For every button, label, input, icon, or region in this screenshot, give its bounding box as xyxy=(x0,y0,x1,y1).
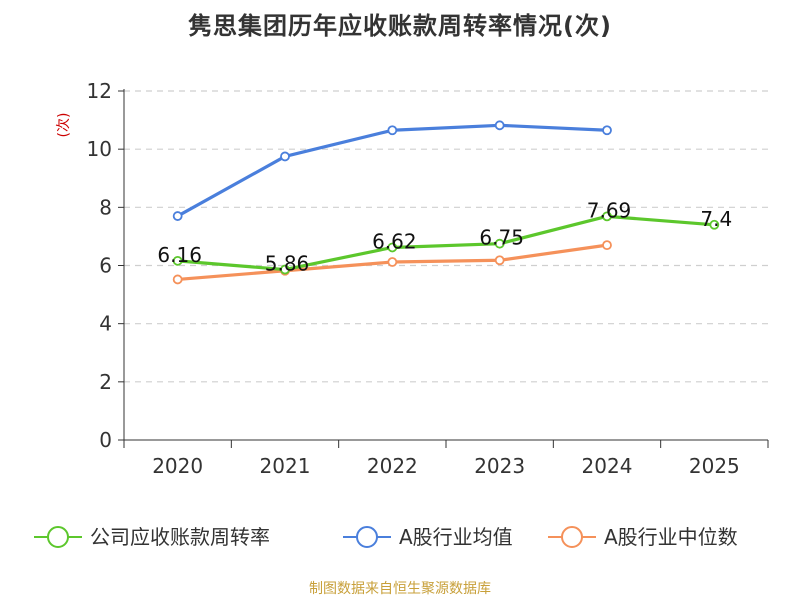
data-label-2022: 6.62 xyxy=(372,229,417,253)
y-tick-label: 10 xyxy=(87,137,112,161)
data-label-2021: 5.86 xyxy=(265,252,310,276)
series-1-point-2024 xyxy=(602,125,612,136)
legend-label: 公司应收账款周转率 xyxy=(90,525,270,549)
series-2-point-2022 xyxy=(387,257,398,267)
x-tick-label-2024: 2024 xyxy=(582,454,633,478)
series-0-point-2022 xyxy=(387,242,398,253)
legend-item-1: A股行业均值 xyxy=(343,525,513,549)
series-2-point-2023 xyxy=(494,255,505,266)
series-line-1 xyxy=(176,123,609,218)
gridlines xyxy=(124,90,768,383)
x-tick-label-2022: 2022 xyxy=(367,454,418,478)
chart-title: 隽思集团历年应收账款周转率情况(次) xyxy=(188,12,612,40)
data-label-2025: 7.4 xyxy=(700,207,732,231)
legend-item-0: 公司应收账款周转率 xyxy=(34,525,270,549)
x-tick-label-2025: 2025 xyxy=(689,454,740,478)
legend-marker xyxy=(561,526,583,548)
y-tick-label: 6 xyxy=(99,254,112,278)
legend-marker xyxy=(47,526,69,548)
data-labels: 6.16 5.86 6.62 6.75 7.69 7.4 xyxy=(157,198,732,275)
series-0-point-2023 xyxy=(494,238,505,249)
y-tick-label: 4 xyxy=(99,312,112,336)
y-axis-unit-label: (次) xyxy=(56,113,72,138)
series-line-0 xyxy=(176,214,716,272)
legend-marker xyxy=(356,526,378,548)
legend-label: A股行业中位数 xyxy=(604,525,738,549)
legend-item-2: A股行业中位数 xyxy=(548,525,738,549)
series-0-point-2024 xyxy=(602,211,612,222)
data-label-2020: 6.16 xyxy=(157,243,202,267)
series-2-point-2024 xyxy=(602,240,612,251)
data-label-2023: 6.75 xyxy=(479,226,524,250)
series-0-point-2020 xyxy=(172,255,183,266)
y-tick-label: 2 xyxy=(99,370,112,394)
series-1-point-2020 xyxy=(172,211,183,221)
series-0-point-2025 xyxy=(709,219,720,230)
legend: 公司应收账款周转率 A股行业均值 A股行业中位数 xyxy=(34,525,738,549)
series-1-point-2021 xyxy=(280,151,290,162)
x-tick-label-2023: 2023 xyxy=(474,454,525,478)
series-1-point-2022 xyxy=(387,125,398,136)
legend-label: A股行业均值 xyxy=(399,525,513,549)
source-note: 制图数据来自恒生聚源数据库 xyxy=(309,581,491,597)
y-tick-label: 0 xyxy=(99,428,112,452)
x-tick-label-2021: 2021 xyxy=(260,454,311,478)
y-tick-label: 8 xyxy=(99,195,112,219)
y-tick-label: 12 xyxy=(87,79,112,103)
series-lines xyxy=(172,120,720,285)
series-2-point-2020 xyxy=(172,274,183,285)
x-tick-label-2020: 2020 xyxy=(152,454,203,478)
series-0-point-2021 xyxy=(280,264,290,275)
series-1-point-2023 xyxy=(494,120,505,131)
data-label-2024: 7.69 xyxy=(587,198,632,222)
axes: 0 2 4 6 8 10 12 2020 2021 2022 2023 2024 2025 xyxy=(87,79,769,478)
